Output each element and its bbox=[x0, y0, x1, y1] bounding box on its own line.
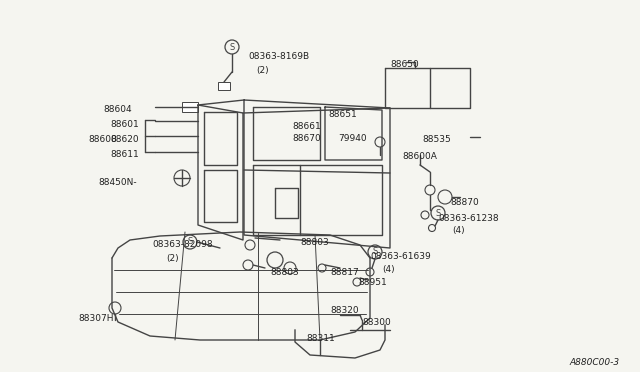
Text: 88535: 88535 bbox=[422, 135, 451, 144]
Text: (2): (2) bbox=[166, 254, 179, 263]
Text: 88311: 88311 bbox=[306, 334, 335, 343]
Circle shape bbox=[183, 235, 197, 249]
Text: S: S bbox=[188, 237, 193, 247]
Bar bbox=[218, 82, 230, 90]
Text: 08363-61639: 08363-61639 bbox=[370, 252, 431, 261]
Circle shape bbox=[225, 40, 239, 54]
Text: 88600: 88600 bbox=[88, 135, 116, 144]
Text: A880C00-3: A880C00-3 bbox=[570, 358, 620, 367]
Text: (4): (4) bbox=[382, 265, 395, 274]
Circle shape bbox=[368, 245, 382, 259]
Text: (2): (2) bbox=[256, 66, 269, 75]
Text: (4): (4) bbox=[452, 226, 465, 235]
Text: 08363-82098: 08363-82098 bbox=[152, 240, 212, 249]
Text: S: S bbox=[435, 208, 440, 218]
Text: 08363-8169B: 08363-8169B bbox=[248, 52, 309, 61]
Text: 88611: 88611 bbox=[110, 150, 139, 159]
Text: 88817: 88817 bbox=[330, 268, 359, 277]
Text: 88661: 88661 bbox=[292, 122, 321, 131]
Text: 88450N-: 88450N- bbox=[98, 178, 136, 187]
Text: 88300: 88300 bbox=[362, 318, 391, 327]
Text: S: S bbox=[229, 42, 235, 51]
Text: 88651: 88651 bbox=[328, 110, 356, 119]
Text: 88803: 88803 bbox=[270, 268, 299, 277]
Text: 88307H: 88307H bbox=[78, 314, 113, 323]
Text: 88870: 88870 bbox=[450, 198, 479, 207]
Text: 88600A: 88600A bbox=[402, 152, 437, 161]
Text: 88650: 88650 bbox=[390, 60, 419, 69]
Text: 08363-61238: 08363-61238 bbox=[438, 214, 499, 223]
Text: 88951: 88951 bbox=[358, 278, 387, 287]
Text: 88604: 88604 bbox=[103, 105, 132, 114]
Text: 88803: 88803 bbox=[300, 238, 329, 247]
Text: 88320: 88320 bbox=[330, 306, 358, 315]
Text: 88670: 88670 bbox=[292, 134, 321, 143]
Text: 88620: 88620 bbox=[110, 135, 139, 144]
Text: 79940: 79940 bbox=[338, 134, 367, 143]
Bar bbox=[182, 102, 198, 112]
Text: 88601: 88601 bbox=[110, 120, 139, 129]
Text: S: S bbox=[372, 247, 378, 257]
Circle shape bbox=[431, 206, 445, 220]
